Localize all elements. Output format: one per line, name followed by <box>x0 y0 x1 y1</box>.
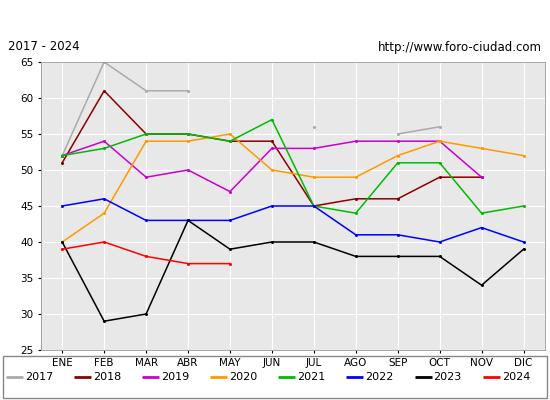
Text: http://www.foro-ciudad.com: http://www.foro-ciudad.com <box>378 40 542 54</box>
Text: 2024: 2024 <box>502 372 530 382</box>
Text: Evolucion del paro registrado en Puebla del Prior: Evolucion del paro registrado en Puebla … <box>97 10 453 24</box>
Text: 2017: 2017 <box>25 372 53 382</box>
Text: 2018: 2018 <box>94 372 122 382</box>
Text: 2023: 2023 <box>433 372 462 382</box>
Text: 2019: 2019 <box>161 372 190 382</box>
Text: 2017 - 2024: 2017 - 2024 <box>8 40 80 54</box>
Text: 2021: 2021 <box>298 372 326 382</box>
Text: 2020: 2020 <box>229 372 257 382</box>
Text: 2022: 2022 <box>366 372 394 382</box>
